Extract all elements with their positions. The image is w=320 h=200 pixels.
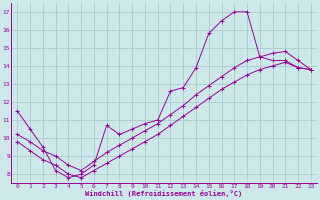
- X-axis label: Windchill (Refroidissement éolien,°C): Windchill (Refroidissement éolien,°C): [85, 190, 243, 197]
